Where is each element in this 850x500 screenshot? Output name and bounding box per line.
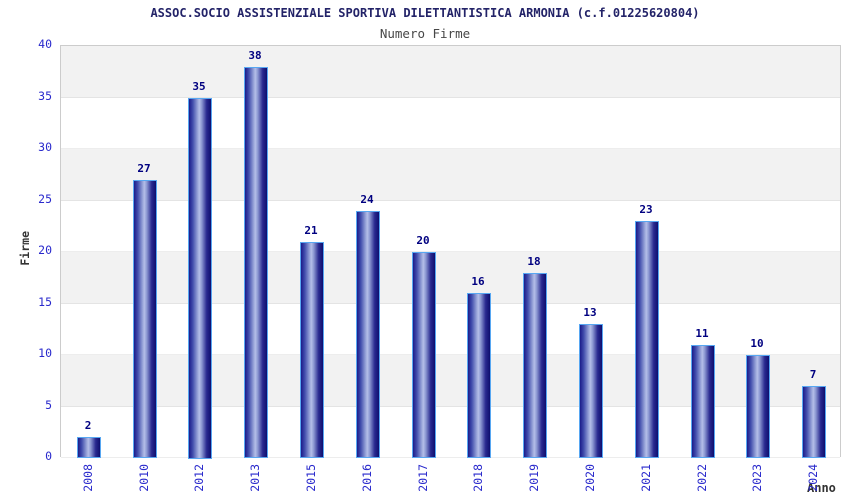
x-tick-label: 2022: [695, 464, 709, 492]
y-tick-label: 25: [38, 192, 52, 206]
y-tick-label: 5: [45, 398, 52, 412]
x-tick-label: 2013: [248, 464, 262, 492]
y-tick-label: 30: [38, 140, 52, 154]
bar-value-label: 10: [750, 337, 764, 350]
bar-2012: [188, 98, 212, 459]
bar-2013: [244, 67, 268, 458]
y-tick-label: 10: [38, 346, 52, 360]
plot-area: [60, 45, 841, 459]
bar-2022: [691, 345, 715, 458]
bar-value-label: 24: [360, 193, 374, 206]
bar-2019: [523, 273, 547, 458]
x-tick-label: 2016: [360, 464, 374, 492]
chart-title: ASSOC.SOCIO ASSISTENZIALE SPORTIVA DILET…: [150, 6, 700, 20]
x-tick-label: 2024: [806, 464, 820, 492]
bar-2020: [579, 324, 603, 458]
bar-value-label: 23: [639, 203, 653, 216]
bar-value-label: 2: [84, 419, 92, 432]
x-tick-label: 2023: [750, 464, 764, 492]
grid-band: [61, 97, 840, 149]
x-tick-label: 2012: [192, 464, 206, 492]
bar-2021: [635, 221, 659, 458]
bar-value-label: 20: [416, 234, 430, 247]
grid-band: [61, 200, 840, 252]
grid-band: [61, 46, 840, 98]
bar-value-label: 16: [471, 275, 485, 288]
x-tick-label: 2010: [137, 464, 151, 492]
grid-band: [61, 355, 840, 407]
x-tick-label: 2017: [416, 464, 430, 492]
x-tick-label: 2018: [471, 464, 485, 492]
bar-2008: [77, 437, 101, 458]
bar-value-label: 38: [248, 49, 262, 62]
bar-2018: [467, 293, 491, 458]
bar-2016: [356, 211, 380, 458]
y-tick-label: 35: [38, 89, 52, 103]
x-tick-label: 2015: [304, 464, 318, 492]
bar-value-label: 18: [527, 255, 541, 268]
bar-value-label: 21: [304, 224, 318, 237]
x-tick-label: 2008: [81, 464, 95, 492]
y-tick-label: 0: [45, 449, 52, 463]
x-tick-label: 2020: [583, 464, 597, 492]
grid-band: [61, 252, 840, 304]
grid-band: [61, 406, 840, 458]
grid-band: [61, 149, 840, 201]
bar-2024: [802, 386, 826, 458]
bar-2015: [300, 242, 324, 458]
y-tick-label: 15: [38, 295, 52, 309]
x-tick-label: 2021: [639, 464, 653, 492]
bar-value-label: 35: [192, 80, 206, 93]
x-axis-title: Anno: [807, 481, 836, 495]
bar-2017: [412, 252, 436, 458]
y-tick-label: 20: [38, 243, 52, 257]
bar-value-label: 11: [695, 327, 709, 340]
bar-value-label: 13: [583, 306, 597, 319]
bar-value-label: 27: [137, 162, 151, 175]
bar-2023: [746, 355, 770, 458]
bar-2010: [133, 180, 157, 458]
y-tick-label: 40: [38, 37, 52, 51]
bar-value-label: 7: [809, 368, 817, 381]
chart-subtitle: Numero Firme: [379, 26, 471, 41]
x-tick-label: 2019: [527, 464, 541, 492]
